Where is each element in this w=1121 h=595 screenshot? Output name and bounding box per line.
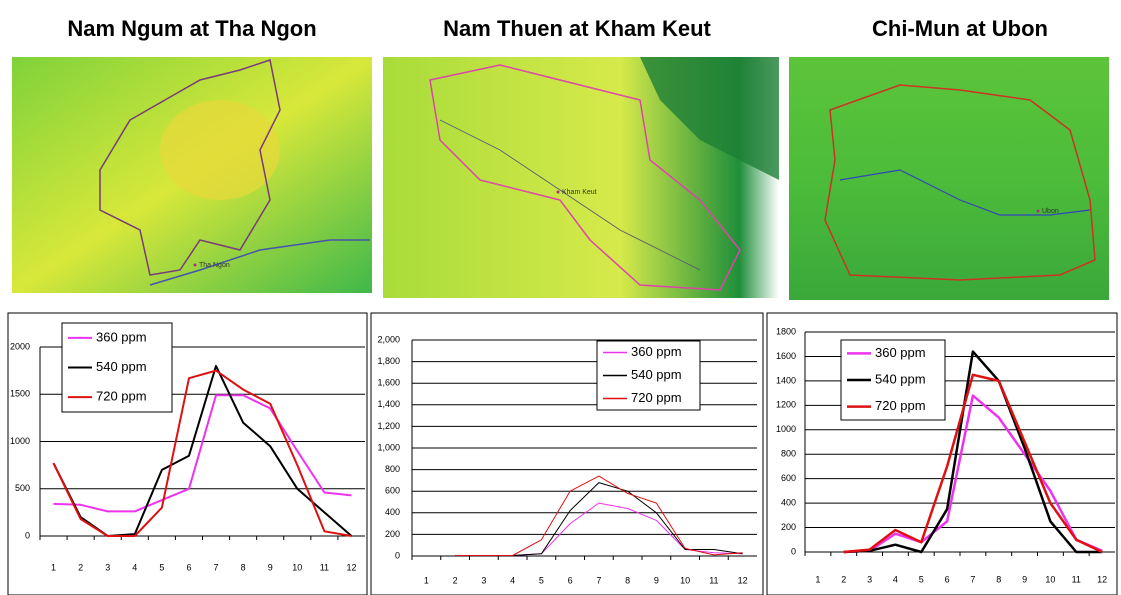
x-tick-label: 6: [186, 562, 191, 572]
x-tick-label: 5: [919, 574, 924, 584]
y-tick-label: 0: [395, 550, 400, 560]
y-tick-label: 1800: [776, 326, 796, 336]
map-nam-ngum: [12, 57, 372, 293]
x-tick-label: 7: [214, 562, 219, 572]
map-point: [1037, 210, 1040, 213]
y-tick-label: 400: [385, 507, 400, 517]
x-tick-label: 11: [320, 562, 329, 572]
legend-label: 720 ppm: [875, 398, 926, 413]
y-tick-label: 1,200: [377, 421, 400, 431]
chart-title: Chi-Mun at Ubon: [872, 16, 1048, 41]
x-tick-label: 3: [481, 575, 486, 585]
legend-label: 540 ppm: [96, 359, 147, 374]
y-tick-label: 2,000: [377, 334, 400, 344]
x-tick-label: 7: [596, 575, 601, 585]
x-tick-label: 4: [510, 575, 515, 585]
legend-label: 720 ppm: [96, 389, 147, 404]
y-tick-label: 400: [781, 497, 796, 507]
x-tick-label: 8: [625, 575, 630, 585]
legend: 360 ppm 540 ppm 720 ppm: [62, 323, 172, 412]
x-tick-label: 4: [132, 562, 137, 572]
y-tick-label: 200: [385, 529, 400, 539]
x-tick-label: 6: [945, 574, 950, 584]
legend: 360 ppm 540 ppm 720 ppm: [841, 340, 945, 420]
x-tick-label: 1: [51, 562, 56, 572]
x-tick-label: 7: [970, 574, 975, 584]
y-tick-label: 600: [385, 486, 400, 496]
x-tick-label: 1: [424, 575, 429, 585]
y-tick-label: 500: [15, 483, 30, 493]
y-tick-label: 1500: [10, 389, 30, 399]
x-tick-label: 8: [996, 574, 1001, 584]
legend-label: 360 ppm: [875, 345, 926, 360]
x-tick-label: 12: [346, 562, 356, 572]
y-tick-label: 1600: [776, 351, 796, 361]
figure: Nam Ngum at Tha NgonTha Ngon050010001500…: [0, 0, 1121, 595]
x-tick-label: 11: [709, 575, 718, 585]
x-tick-label: 2: [453, 575, 458, 585]
x-tick-label: 3: [867, 574, 872, 584]
x-tick-label: 5: [539, 575, 544, 585]
x-tick-label: 9: [654, 575, 659, 585]
y-tick-label: 800: [781, 449, 796, 459]
x-tick-label: 10: [1045, 574, 1055, 584]
y-tick-label: 1400: [776, 375, 796, 385]
y-tick-label: 1,600: [377, 378, 400, 388]
map-label: Kham Keut: [562, 189, 597, 196]
y-tick-label: 200: [781, 522, 796, 532]
y-tick-label: 1000: [776, 424, 796, 434]
x-tick-label: 10: [292, 562, 302, 572]
x-tick-label: 3: [105, 562, 110, 572]
y-tick-label: 800: [385, 464, 400, 474]
y-tick-label: 1,400: [377, 399, 400, 409]
y-tick-label: 1,000: [377, 442, 400, 452]
map-label: Ubon: [1042, 208, 1059, 215]
x-tick-label: 4: [893, 574, 898, 584]
map-label: Tha Ngon: [199, 262, 230, 269]
y-tick-label: 600: [781, 473, 796, 483]
legend-label: 720 ppm: [631, 390, 682, 405]
x-tick-label: 5: [159, 562, 164, 572]
legend-label: 540 ppm: [631, 367, 682, 382]
chart-title: Nam Ngum at Tha Ngon: [67, 16, 316, 41]
x-tick-label: 12: [738, 575, 748, 585]
legend-label: 360 ppm: [96, 329, 147, 344]
y-tick-label: 1,800: [377, 356, 400, 366]
x-tick-label: 8: [241, 562, 246, 572]
x-tick-label: 2: [841, 574, 846, 584]
map-point: [557, 191, 560, 194]
y-tick-label: 0: [791, 546, 796, 556]
y-tick-label: 2000: [10, 341, 30, 351]
chart-title: Nam Thuen at Kham Keut: [443, 16, 711, 41]
x-tick-label: 2: [78, 562, 83, 572]
legend-label: 540 ppm: [875, 371, 926, 386]
x-tick-label: 12: [1097, 574, 1107, 584]
legend: 360 ppm 540 ppm 720 ppm: [597, 341, 700, 410]
x-tick-label: 10: [680, 575, 690, 585]
x-tick-label: 11: [1072, 574, 1081, 584]
x-tick-label: 1: [815, 574, 820, 584]
y-tick-label: 0: [25, 530, 30, 540]
y-tick-label: 1000: [10, 436, 30, 446]
map-point: [194, 264, 197, 267]
x-tick-label: 9: [1022, 574, 1027, 584]
legend-label: 360 ppm: [631, 344, 682, 359]
y-tick-label: 1200: [776, 400, 796, 410]
map-nam-thuen: [383, 57, 779, 298]
x-tick-label: 9: [268, 562, 273, 572]
map-chi-mun: [789, 57, 1109, 300]
x-tick-label: 6: [568, 575, 573, 585]
